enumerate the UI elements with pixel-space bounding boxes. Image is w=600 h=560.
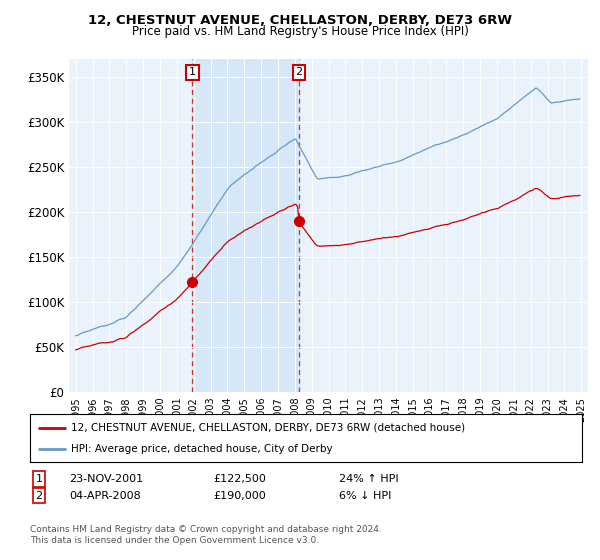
Text: Price paid vs. HM Land Registry's House Price Index (HPI): Price paid vs. HM Land Registry's House … (131, 25, 469, 38)
Text: 1: 1 (35, 474, 43, 484)
Text: 6% ↓ HPI: 6% ↓ HPI (339, 491, 391, 501)
Text: 1: 1 (189, 67, 196, 77)
Text: 2: 2 (35, 491, 43, 501)
Text: 12, CHESTNUT AVENUE, CHELLASTON, DERBY, DE73 6RW (detached house): 12, CHESTNUT AVENUE, CHELLASTON, DERBY, … (71, 423, 466, 433)
Text: 23-NOV-2001: 23-NOV-2001 (69, 474, 143, 484)
Text: HPI: Average price, detached house, City of Derby: HPI: Average price, detached house, City… (71, 444, 333, 454)
Text: 24% ↑ HPI: 24% ↑ HPI (339, 474, 398, 484)
Text: 2: 2 (295, 67, 302, 77)
Text: 04-APR-2008: 04-APR-2008 (69, 491, 141, 501)
Text: £122,500: £122,500 (213, 474, 266, 484)
Text: Contains HM Land Registry data © Crown copyright and database right 2024.
This d: Contains HM Land Registry data © Crown c… (30, 525, 382, 545)
Bar (192, 59, 299, 392)
Text: 12, CHESTNUT AVENUE, CHELLASTON, DERBY, DE73 6RW: 12, CHESTNUT AVENUE, CHELLASTON, DERBY, … (88, 14, 512, 27)
Text: £190,000: £190,000 (213, 491, 266, 501)
